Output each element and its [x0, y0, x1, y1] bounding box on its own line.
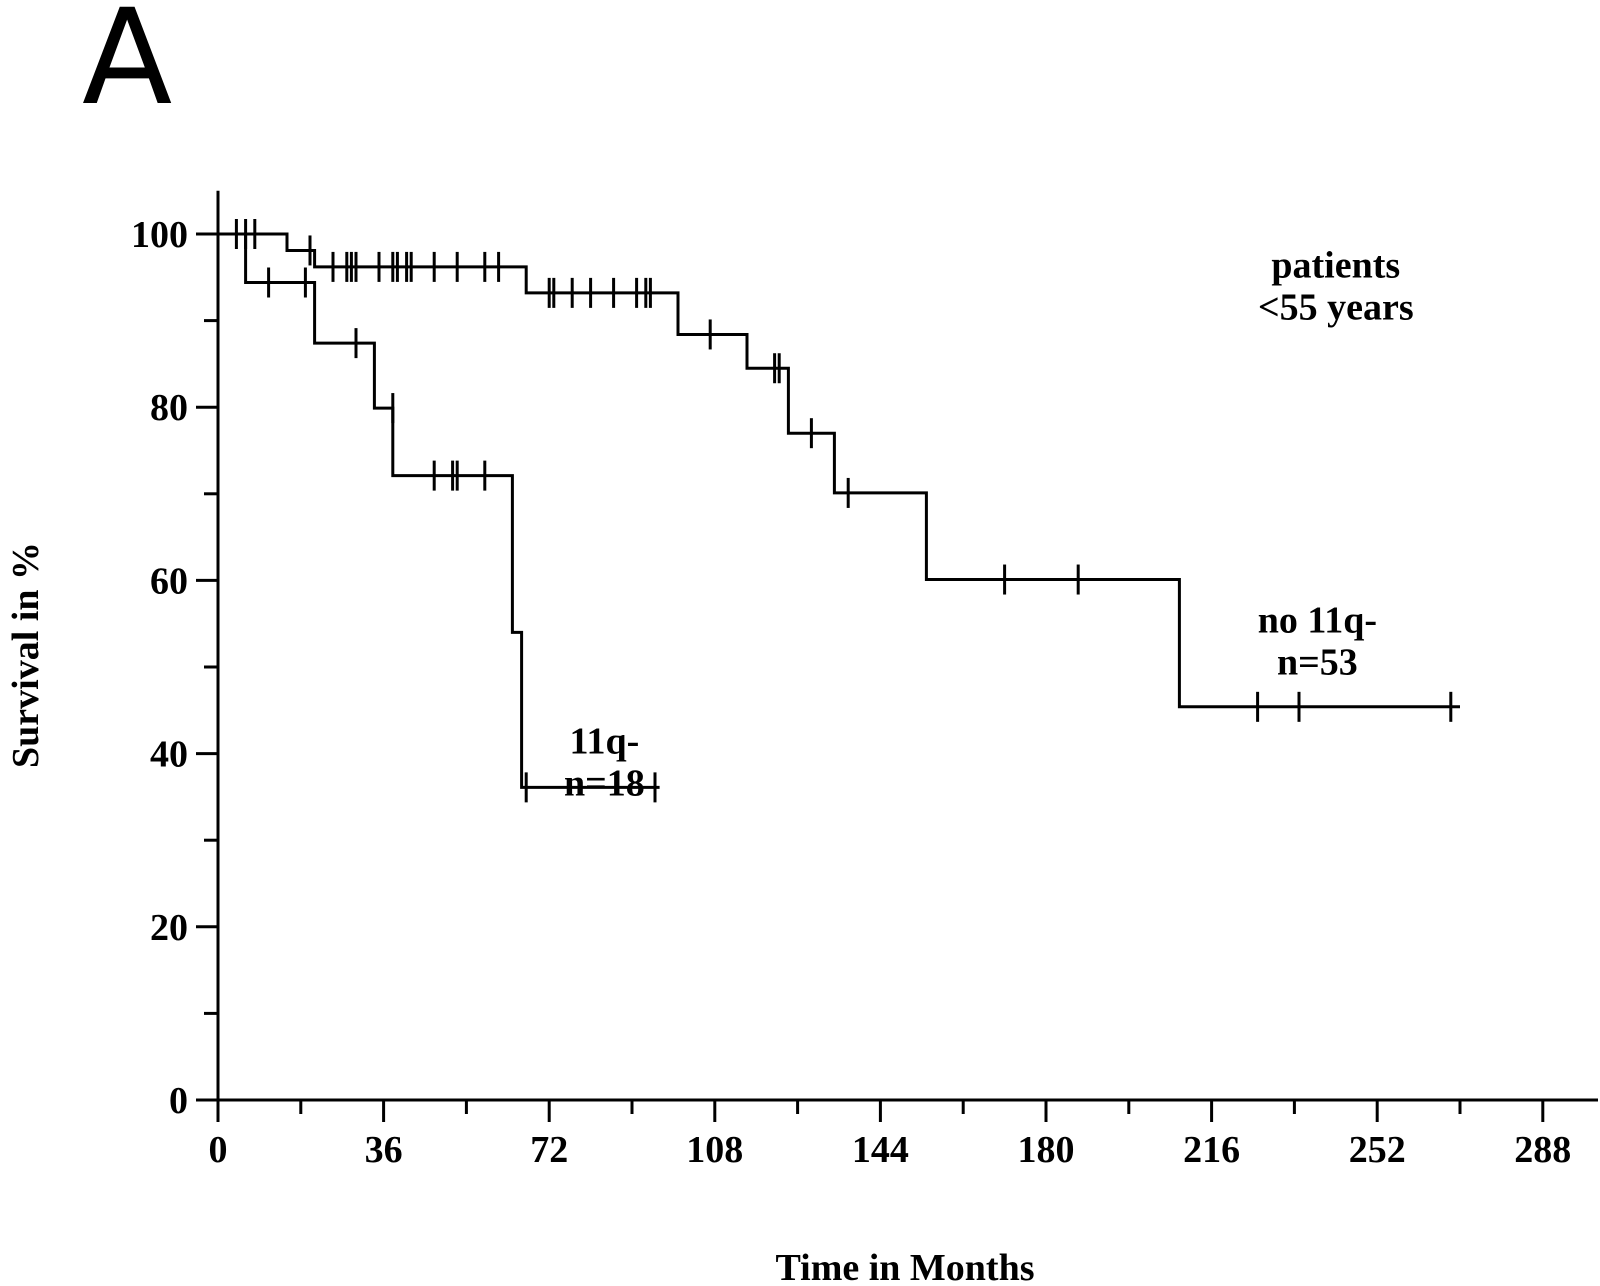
annotation-label: 11q-n=18 [564, 721, 645, 805]
series-layer [218, 219, 1460, 803]
y-tick-label: 100 [131, 214, 188, 256]
x-tick-label: 72 [530, 1129, 568, 1171]
y-tick-label: 60 [150, 560, 188, 602]
y-axis-title: Survival in % [5, 542, 47, 768]
x-tick-label: 216 [1183, 1129, 1240, 1171]
x-tick-label: 0 [209, 1129, 228, 1171]
survival-step-line [218, 232, 660, 789]
annotation-line: 11q- [570, 721, 640, 763]
annotation-line: patients [1271, 244, 1400, 286]
annotation-line: no 11q- [1258, 599, 1377, 641]
annotation-line: n=53 [1277, 641, 1358, 683]
series-2 [218, 232, 660, 803]
x-axis-title: Time in Months [775, 1247, 1034, 1286]
annotation-label: patients <55 years [1258, 244, 1414, 328]
annotation-label: no 11q-n=53 [1258, 599, 1377, 683]
annotation-layer: patients <55 years no 11q-n=53 11q-n=18 [564, 244, 1414, 804]
annotation-line: n=18 [564, 763, 645, 805]
y-tick-label: 80 [150, 387, 188, 429]
x-tick-label: 144 [852, 1129, 909, 1171]
x-tick-label: 180 [1018, 1129, 1075, 1171]
axes: 0 36 72 108 144 180 216 252 288 0 20 40 60 80 100 [131, 190, 1598, 1171]
annotation-line: <55 years [1258, 286, 1414, 328]
y-tick-label: 40 [150, 734, 188, 776]
y-tick-label: 20 [150, 907, 188, 949]
y-tick-label: 0 [169, 1080, 188, 1122]
x-tick-label: 288 [1514, 1129, 1571, 1171]
series-1 [218, 219, 1460, 722]
x-tick-label: 36 [365, 1129, 403, 1171]
x-tick-label: 252 [1349, 1129, 1406, 1171]
panel-label: A [82, 0, 173, 135]
x-tick-label: 108 [686, 1129, 743, 1171]
survival-step-line [218, 232, 1460, 709]
